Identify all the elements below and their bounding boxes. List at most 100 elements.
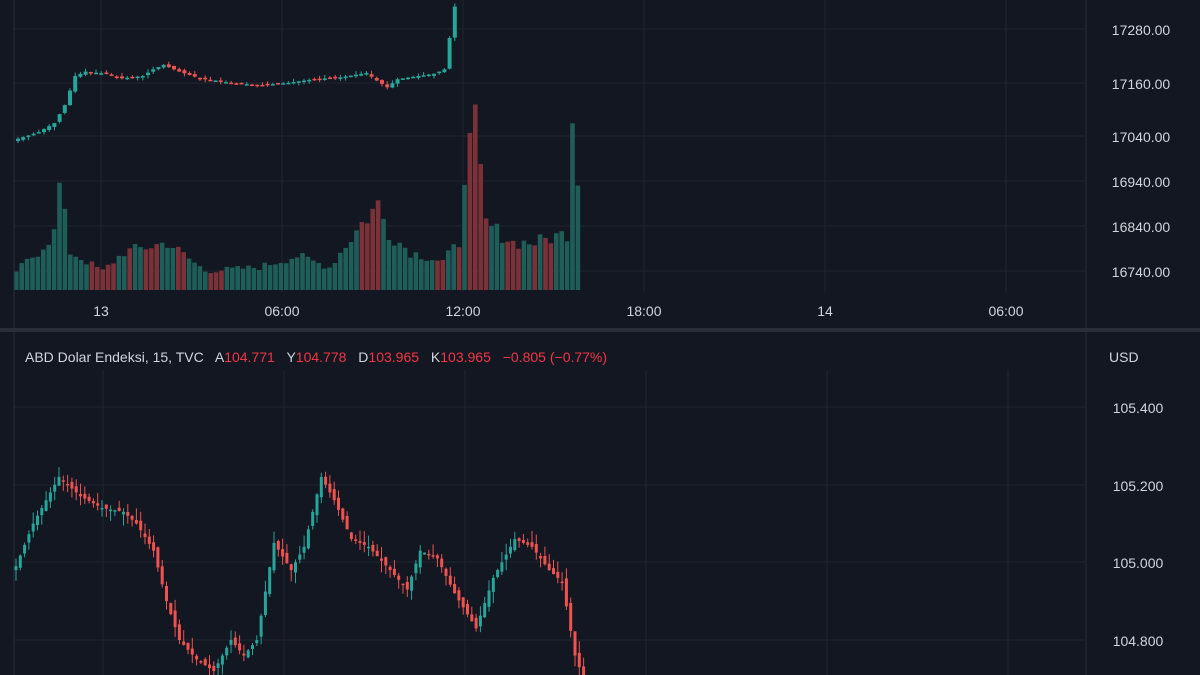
price-candle [83, 71, 88, 75]
price-candle [255, 84, 260, 87]
index-candle [238, 643, 242, 651]
index-candle [40, 507, 44, 516]
volume-bar [35, 256, 41, 290]
index-candle [255, 640, 259, 644]
index-candle [337, 497, 340, 510]
index-candle [427, 553, 431, 556]
price-candle [192, 74, 197, 77]
index-candle [74, 486, 78, 493]
index-candle [199, 661, 203, 663]
index-candle [401, 583, 405, 586]
index-candle [423, 552, 426, 555]
volume-bar [289, 258, 294, 290]
volume-bar [300, 253, 305, 290]
price-candle [359, 73, 364, 76]
price-candle [416, 76, 421, 79]
price-candle [47, 126, 52, 131]
price-candle [78, 73, 83, 77]
top-candles [16, 3, 457, 144]
volume-bar [95, 267, 100, 290]
volume-bar [116, 255, 122, 290]
index-candle [195, 655, 199, 660]
volume-bar [294, 257, 300, 290]
bottom-price-tick[interactable]: 105.400 [1113, 400, 1164, 416]
price-candle [31, 133, 36, 136]
index-candle [349, 532, 353, 540]
index-candle [96, 503, 100, 506]
volume-bar [122, 256, 127, 290]
index-candle [332, 489, 336, 501]
pane-separator[interactable] [0, 328, 1200, 332]
time-tick[interactable]: 18:00 [626, 303, 661, 319]
index-candle [582, 666, 586, 675]
index-candle [362, 542, 366, 545]
price-candle [36, 132, 41, 134]
series-legend[interactable]: ABD Dolar Endeksi, 15, TVC A104.771 Y104… [25, 349, 615, 365]
index-candle [418, 550, 422, 568]
time-tick[interactable]: 06:00 [988, 303, 1023, 319]
change-value: −0.805 (−0.77%) [502, 349, 608, 365]
volume-bar [365, 223, 370, 290]
top-price-tick[interactable]: 16740.00 [1112, 264, 1171, 280]
price-candle [68, 90, 72, 106]
volume-bar [230, 267, 235, 290]
top-price-tick[interactable]: 16940.00 [1112, 174, 1171, 190]
volume-bar [143, 249, 149, 290]
index-candle [281, 549, 285, 557]
index-candle [156, 547, 160, 568]
price-candle [281, 83, 286, 85]
index-candle [483, 603, 487, 618]
time-tick[interactable]: 06:00 [264, 303, 299, 319]
volume-bar [165, 247, 170, 290]
price-candle [224, 82, 228, 84]
index-candle [414, 563, 418, 574]
index-candle [577, 652, 581, 668]
volume-bar [419, 259, 424, 290]
top-price-tick[interactable]: 17160.00 [1112, 76, 1171, 92]
index-candle [496, 570, 500, 578]
volume-bar [89, 261, 95, 290]
volume-bar [51, 229, 57, 290]
price-candle [385, 84, 390, 88]
price-candle [348, 75, 353, 78]
close-value: 103.965 [440, 349, 491, 365]
volume-bar [46, 244, 51, 290]
index-candle [61, 480, 65, 482]
top-price-tick[interactable]: 17280.00 [1112, 22, 1171, 38]
price-candle [52, 123, 57, 127]
time-tick[interactable]: 12:00 [445, 303, 480, 319]
bottom-price-tick[interactable]: 105.200 [1113, 478, 1164, 494]
index-candle [466, 603, 469, 615]
price-candle [130, 76, 135, 79]
index-candle [405, 581, 409, 590]
index-candle [203, 659, 207, 666]
volume-bar [219, 270, 224, 290]
price-candle [114, 76, 119, 79]
bottom-price-tick[interactable]: 104.800 [1113, 633, 1164, 649]
index-candle [470, 614, 474, 622]
time-tick[interactable]: 13 [93, 303, 109, 319]
price-candle [177, 69, 182, 72]
volume-bar [316, 263, 321, 290]
series-title[interactable]: ABD Dolar Endeksi, 15, TVC [25, 349, 204, 365]
index-candle [371, 544, 375, 552]
time-tick[interactable]: 14 [817, 303, 833, 319]
index-candle [569, 602, 573, 631]
index-candle [560, 581, 564, 584]
price-candle [265, 83, 270, 86]
price-candle [16, 138, 20, 142]
index-candle [564, 578, 568, 607]
index-candle [302, 546, 306, 553]
index-candle [66, 484, 70, 486]
price-candle [239, 82, 244, 85]
top-price-tick[interactable]: 16840.00 [1112, 219, 1171, 235]
top-price-tick[interactable]: 17040.00 [1112, 129, 1171, 145]
price-candle [421, 75, 426, 77]
price-candle [338, 77, 343, 79]
index-candle [354, 539, 358, 541]
price-candle [328, 77, 332, 80]
bottom-price-tick[interactable]: 105.000 [1113, 555, 1164, 571]
index-candle [375, 550, 379, 557]
index-candle [70, 481, 74, 489]
